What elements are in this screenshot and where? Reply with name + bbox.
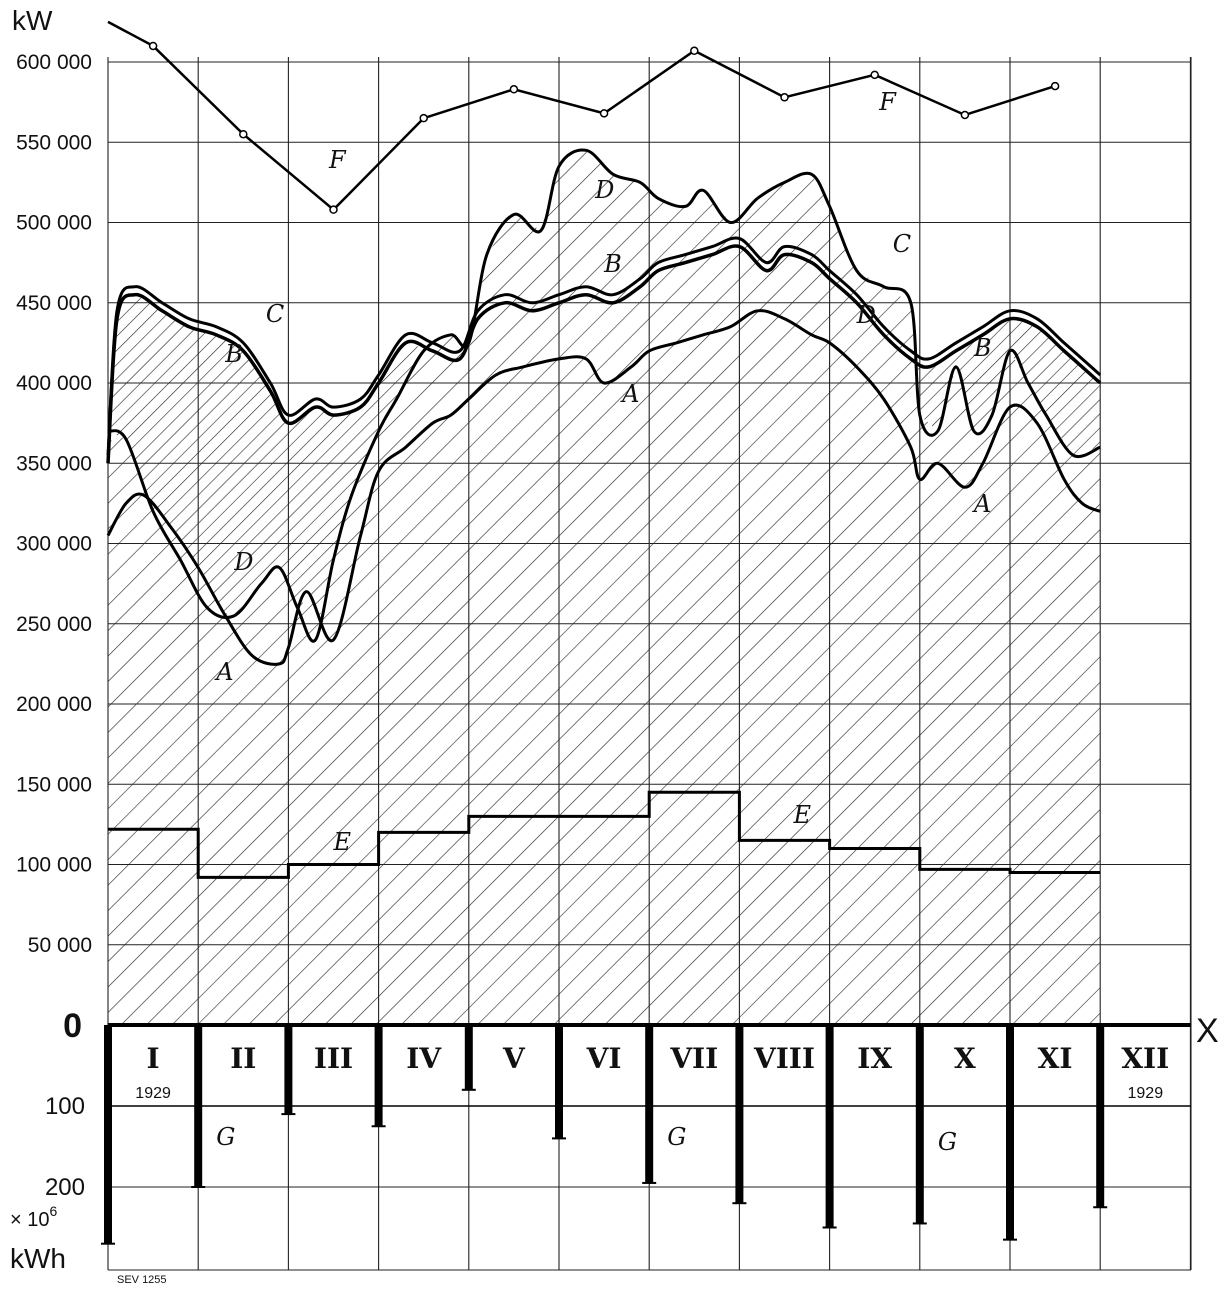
y-tick-label: 500 000 (16, 212, 92, 235)
month-label-VIII: VIII (753, 1042, 815, 1075)
series-D (107, 148, 1101, 643)
curve-label-D: D (594, 176, 614, 204)
y-tick-label: 0 (63, 1007, 82, 1045)
lower-unit-multiplier: × 10 (10, 1209, 49, 1231)
y-tick-label: 450 000 (16, 292, 92, 315)
y-tick-label: 400 000 (16, 372, 92, 395)
month-label-XI: XI (1038, 1042, 1073, 1075)
series-F-point (329, 205, 338, 214)
series-F-point (419, 113, 428, 123)
series-F-point (1050, 81, 1060, 91)
curve-label-F: F (878, 88, 897, 116)
month-label-V: V (502, 1042, 526, 1075)
lower-tick-label: 200 (45, 1174, 85, 1201)
y-tick-label: 550 000 (16, 131, 92, 154)
year-label-first: 1929 (135, 1085, 171, 1102)
series-F-point (690, 46, 699, 56)
lower-unit-exponent: 6 (49, 1203, 57, 1219)
curve-label-G: G (216, 1123, 235, 1151)
curve-label-A: A (214, 658, 233, 686)
curve-label-E: E (333, 828, 352, 856)
y-unit-label: kW (12, 5, 53, 36)
month-label-IX: IX (857, 1042, 892, 1075)
curve-label-C: C (893, 230, 911, 258)
month-label-I: I (147, 1042, 160, 1075)
series-E (108, 790, 1101, 879)
series-A (106, 309, 1101, 666)
stamp-label: SEV 1255 (117, 1274, 167, 1286)
series-F-point (239, 129, 248, 139)
series-F-point (780, 93, 789, 102)
y-tick-label: 600 000 (16, 51, 92, 74)
lower-unit-line1: × 106 (10, 1203, 57, 1231)
curve-label-B: B (224, 340, 243, 368)
x-axis-label: X (1196, 1012, 1219, 1050)
y-tick-label: 100 000 (16, 854, 92, 877)
lower-tick-label: 100 (45, 1093, 85, 1120)
curve-label-B: B (603, 250, 622, 278)
month-label-IV: IV (406, 1042, 442, 1075)
curve-label-G: G (667, 1123, 686, 1151)
y-tick-label: 150 000 (16, 773, 92, 796)
series-F-point (599, 109, 609, 118)
series-C (106, 236, 1102, 456)
energy-bars (101, 1025, 1108, 1245)
curve-label-G: G (938, 1128, 957, 1156)
curve-label-B: B (973, 334, 992, 362)
y-tick-label: 250 000 (16, 613, 92, 636)
curve-label-D: D (856, 301, 876, 329)
curve-label-F: F (328, 146, 347, 174)
y-tick-label: 300 000 (16, 533, 92, 556)
curve-label-E: E (793, 801, 812, 829)
curve-label-D: D (233, 548, 253, 576)
curve-label-A: A (972, 490, 991, 518)
curve-label-C: C (266, 300, 284, 328)
series-F-point (148, 41, 158, 51)
series-F (107, 20, 1056, 212)
tick-labels: 600 000 550 000 500 000 450 000 400 000 350 0… (16, 51, 92, 1201)
month-label-III: III (314, 1042, 353, 1075)
year-label-last: 1929 (1128, 1085, 1164, 1102)
month-label-VI: VI (586, 1042, 622, 1075)
series-B (106, 244, 1102, 464)
y-tick-label: 350 000 (16, 452, 92, 475)
hatch-area-base (108, 150, 1101, 1026)
series-F-point (509, 85, 519, 94)
lower-unit-line2: kWh (10, 1243, 66, 1274)
month-label-X: X (954, 1042, 976, 1075)
series-F-point (870, 70, 879, 80)
month-label-VII: VII (669, 1042, 718, 1075)
hatch-area-band (108, 246, 1101, 616)
y-tick-label: 200 000 (16, 693, 92, 716)
y-tick-label: 50 000 (28, 934, 92, 957)
series-lines (106, 20, 1102, 879)
hatched-areas (108, 150, 1101, 1026)
month-label-II: II (230, 1042, 256, 1075)
curve-label-A: A (620, 380, 639, 408)
month-label-XII: XII (1121, 1042, 1169, 1075)
series-F-point (960, 110, 970, 120)
